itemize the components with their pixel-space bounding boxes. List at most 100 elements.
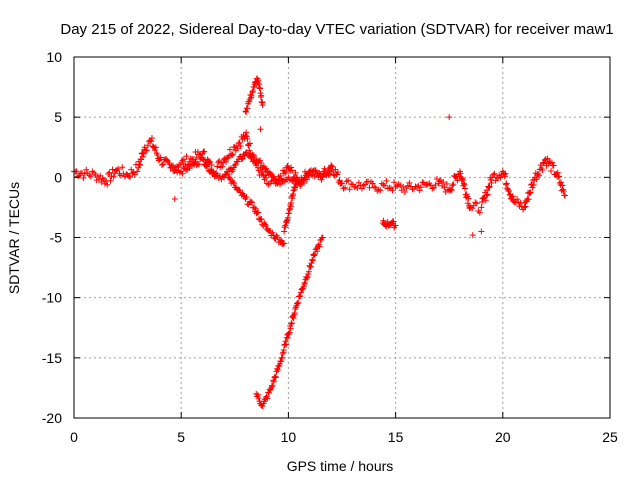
data-point [243, 133, 250, 140]
data-point [303, 275, 310, 282]
data-point [249, 151, 256, 158]
data-point [447, 186, 454, 193]
data-point [300, 283, 307, 290]
data-point [73, 168, 80, 175]
data-point [111, 170, 118, 177]
data-point [249, 88, 256, 95]
data-point [554, 169, 561, 176]
data-point [415, 182, 422, 189]
data-point [401, 188, 408, 195]
data-point [309, 257, 316, 264]
data-point [423, 181, 430, 188]
data-point [243, 129, 250, 136]
x-axis-label: GPS time / hours [287, 458, 394, 474]
data-point [348, 180, 355, 187]
data-point [277, 172, 284, 179]
data-point [158, 161, 165, 168]
y-tick-label: 10 [46, 49, 62, 65]
data-point [196, 161, 203, 168]
data-point [293, 174, 300, 181]
data-point [530, 182, 537, 189]
data-point [448, 187, 455, 194]
data-point [272, 374, 279, 381]
data-point [179, 157, 186, 164]
data-point [526, 190, 533, 197]
y-tick-label: 5 [54, 109, 62, 125]
data-point [342, 184, 349, 191]
data-point [419, 179, 426, 186]
data-point [143, 147, 150, 154]
data-point [290, 315, 297, 322]
data-point [514, 196, 521, 203]
data-point [309, 256, 316, 263]
data-point [354, 184, 361, 191]
data-point [282, 169, 289, 176]
data-point [288, 320, 295, 327]
data-point [561, 192, 568, 199]
data-point [258, 92, 265, 99]
data-point [246, 98, 253, 105]
data-point [214, 172, 221, 179]
data-point [80, 174, 87, 181]
data-point [465, 195, 472, 202]
data-point [100, 176, 107, 183]
data-point [345, 177, 352, 184]
data-point [314, 248, 321, 255]
data-point [79, 170, 86, 177]
data-point [269, 229, 276, 236]
data-point [297, 289, 304, 296]
data-point [501, 173, 508, 180]
data-point [305, 268, 312, 275]
data-point [200, 156, 207, 163]
data-point [301, 279, 308, 286]
data-point [157, 154, 164, 161]
data-point [490, 171, 497, 178]
data-point [183, 153, 190, 160]
data-point [280, 346, 287, 353]
data-point [397, 182, 404, 189]
data-point [204, 163, 211, 170]
data-point [228, 151, 235, 158]
data-point [527, 189, 534, 196]
data-point [536, 172, 543, 179]
data-point [243, 149, 250, 156]
data-point [126, 174, 133, 181]
data-point [293, 302, 300, 309]
data-point [107, 177, 114, 184]
data-point [390, 218, 397, 225]
data-point [154, 152, 161, 159]
data-point [278, 240, 285, 247]
data-point [266, 386, 273, 393]
data-point [244, 105, 251, 112]
x-tick-label: 20 [495, 429, 511, 445]
data-point [329, 163, 336, 170]
data-point [263, 174, 270, 181]
data-point [539, 166, 546, 173]
data-point [276, 363, 283, 370]
data-point [443, 180, 450, 187]
data-point [244, 136, 251, 143]
data-point [328, 168, 335, 175]
data-point [121, 173, 128, 180]
data-point [284, 214, 291, 221]
data-point [418, 184, 425, 191]
data-point [152, 147, 159, 154]
data-point [240, 151, 247, 158]
data-point [90, 170, 97, 177]
x-tick-label: 0 [70, 429, 78, 445]
data-point [186, 165, 193, 172]
data-point [326, 171, 333, 178]
data-point [366, 184, 373, 191]
data-point [220, 159, 227, 166]
data-point [218, 176, 225, 183]
data-point [274, 366, 281, 373]
data-point [556, 173, 563, 180]
data-point [449, 182, 456, 189]
data-point [229, 151, 236, 158]
data-point [272, 373, 279, 380]
data-point [338, 180, 345, 187]
data-point [270, 377, 277, 384]
data-point [250, 83, 257, 90]
data-point [533, 176, 540, 183]
data-point [254, 391, 261, 398]
